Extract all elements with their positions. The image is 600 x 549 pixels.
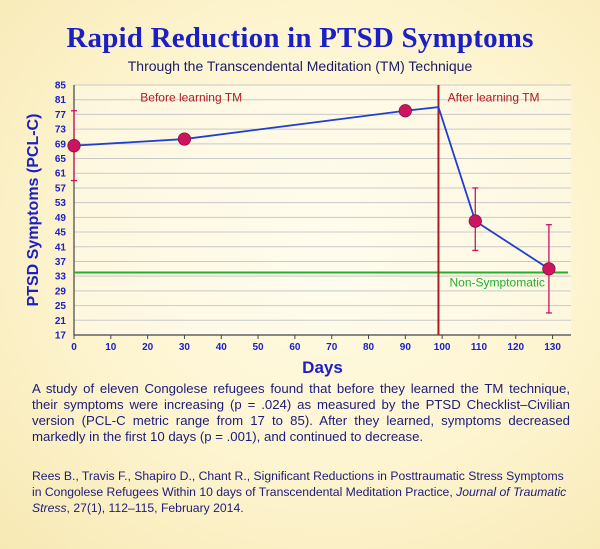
citation-journal: Journal of Traumatic Stress [32,485,567,515]
y-tick-label: 41 [55,242,67,253]
x-tick-label: 120 [507,342,524,353]
ptsd-line-chart: 17 21 25 29 33 37 41 45 49 53 57 61 65 69 73 77 81 85 0 10 2… [25,81,571,377]
x-tick-label: 10 [105,342,117,353]
x-tick-label: 20 [142,342,154,353]
x-tick-label: 60 [289,342,301,353]
ptsd-series-line [73,106,550,270]
data-point-marker [468,214,482,228]
x-tick-label: 80 [363,342,375,353]
x-tick-label: 30 [179,342,191,353]
plot-area [74,85,571,335]
data-point-marker [542,262,556,276]
data-point-marker [177,132,192,146]
y-tick-label: 17 [55,331,67,342]
y-tick-label: 77 [55,110,67,121]
x-tick-label: 90 [400,342,412,353]
x-tick-label: 50 [253,342,265,353]
x-tick-label: 0 [71,342,77,353]
x-axis-title: Days [302,358,343,377]
y-tick-label: 65 [55,154,67,165]
y-tick-label: 61 [55,169,67,180]
y-tick-label: 45 [55,228,67,239]
x-tick-label: 130 [544,342,561,353]
y-tick-label: 33 [55,272,67,283]
y-tick-label: 49 [55,213,67,224]
page-subtitle: Through the Transcendental Meditation (T… [127,58,473,74]
y-tick-label: 53 [55,198,67,209]
y-tick-label: 81 [55,95,67,106]
y-tick-label: 73 [55,125,67,136]
x-tick-label: 100 [434,342,451,353]
citation-details: , 27(1), 112–115, February 2014. [66,501,244,515]
y-axis-title: PTSD Symptoms (PCL-C) [25,114,42,307]
y-tick-label: 57 [55,183,67,194]
x-tick-label: 110 [471,342,488,353]
citation: Rees B., Travis F., Shapiro D., Chant R.… [32,468,570,516]
y-tick-label: 29 [55,286,67,297]
y-tick-label: 69 [55,139,67,150]
y-tick-label: 85 [55,81,67,92]
y-tick-label: 21 [55,316,67,327]
annotation-after-tm: After learning TM [448,91,540,105]
study-caption: A study of eleven Congolese refugees fou… [32,381,570,444]
data-point-marker [67,139,81,153]
data-point-marker [398,104,412,118]
x-tick-label: 70 [326,342,338,353]
y-tick-label: 25 [55,301,67,312]
x-tick-label: 40 [216,342,228,353]
citation-text: Rees B., Travis F., Shapiro D., Chant R.… [32,469,564,499]
annotation-before-tm: Before learning TM [140,91,242,105]
threshold-label: Non-Symptomatic [450,276,545,290]
y-tick-label: 37 [55,257,67,268]
page-title: Rapid Reduction in PTSD Symptoms [66,22,534,54]
